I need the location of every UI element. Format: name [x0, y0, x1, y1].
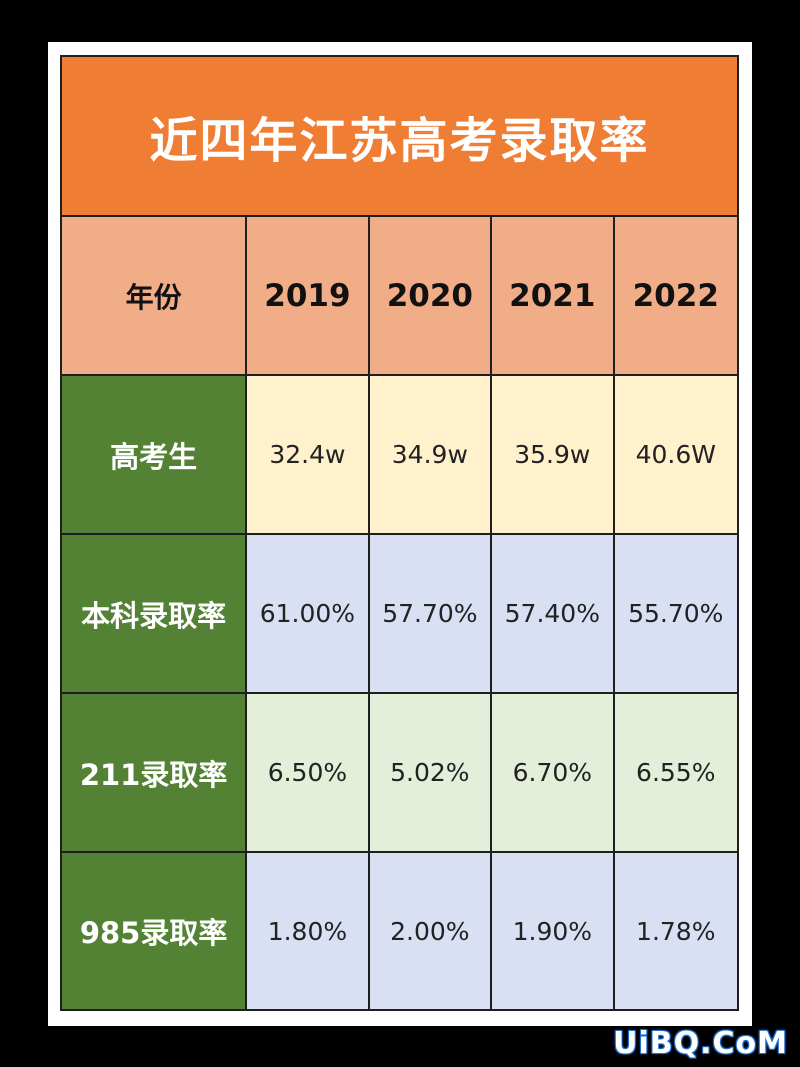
table-cell: 61.00% — [247, 535, 370, 692]
table-cell: 32.4w — [247, 376, 370, 533]
table-row: 211录取率 6.50% 5.02% 6.70% 6.55% — [62, 694, 737, 853]
table-cell: 2.00% — [369, 853, 493, 1009]
table-cell: 1.90% — [492, 853, 615, 1009]
table-cell: 6.55% — [614, 694, 737, 851]
row-label-985-rate: 985录取率 — [62, 853, 248, 1009]
table-cell: 35.9w — [492, 376, 615, 533]
table-cell: 6.70% — [492, 694, 615, 851]
row-label-candidates: 高考生 — [62, 376, 248, 533]
row-label-undergrad-rate: 本科录取率 — [62, 535, 248, 692]
watermark-logo: UiBQ.CoM — [613, 1026, 788, 1061]
table-row: 高考生 32.4w 34.9w 35.9w 40.6W — [62, 376, 737, 535]
table-cell: 55.70% — [614, 535, 737, 692]
table-row: 本科录取率 61.00% 57.70% 57.40% 55.70% — [62, 535, 737, 694]
table-cell: 1.78% — [614, 853, 737, 1009]
table-row: 985录取率 1.80% 2.00% 1.90% 1.78% — [62, 853, 737, 1009]
table-cell: 57.40% — [492, 535, 615, 692]
header-year-2020: 2020 — [369, 217, 493, 374]
header-year-2019: 2019 — [247, 217, 370, 374]
table-title: 近四年江苏高考录取率 — [62, 57, 737, 217]
header-row: 年份 2019 2020 2021 2022 — [62, 217, 737, 376]
admission-rate-table: 近四年江苏高考录取率 年份 2019 2020 2021 2022 高考生 32… — [60, 55, 739, 1011]
header-year-2022: 2022 — [614, 217, 737, 374]
row-label-211-rate: 211录取率 — [62, 694, 248, 851]
table-cell: 6.50% — [247, 694, 370, 851]
header-year-label: 年份 — [62, 217, 248, 374]
header-year-2021: 2021 — [492, 217, 615, 374]
table-cell: 5.02% — [369, 694, 493, 851]
table-cell: 40.6W — [614, 376, 737, 533]
table-cell: 57.70% — [369, 535, 493, 692]
table-cell: 34.9w — [369, 376, 493, 533]
table-cell: 1.80% — [247, 853, 370, 1009]
